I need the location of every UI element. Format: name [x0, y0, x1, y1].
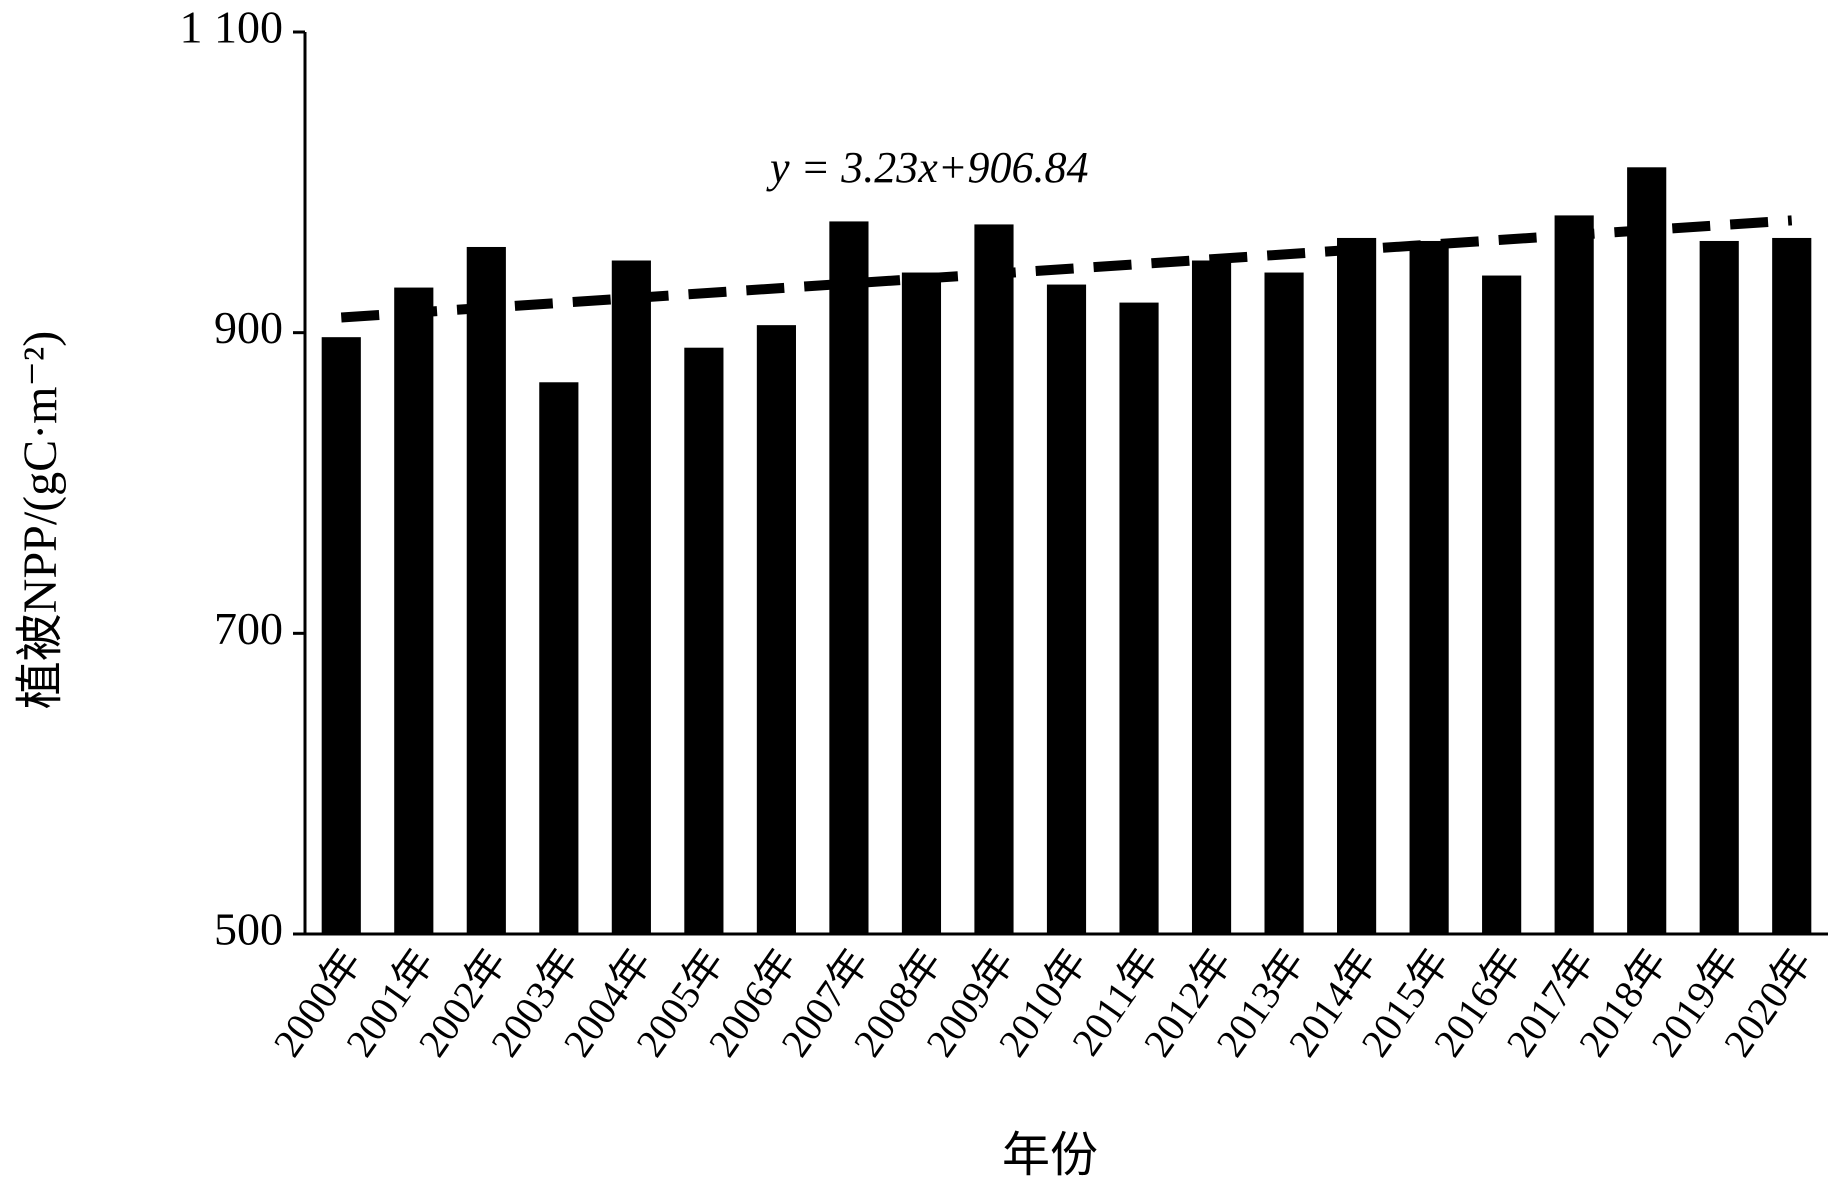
bar: [1264, 272, 1304, 934]
y-tick-label: 700: [214, 603, 283, 654]
bar: [901, 272, 942, 934]
y-tick-label: 500: [214, 904, 283, 955]
trend-line: [340, 215, 1793, 323]
y-tick-label: 900: [214, 302, 283, 353]
bar: [1699, 240, 1739, 935]
bar: [829, 221, 869, 935]
bar: [756, 325, 796, 934]
trend-equation: y = 3.23x+906.84: [766, 143, 1088, 192]
bar: [1772, 237, 1812, 934]
x-axis-title: 年份: [1002, 1129, 1098, 1182]
bar: [321, 337, 361, 935]
bar: [1191, 260, 1232, 934]
y-tick-label: 1 100: [180, 2, 284, 53]
y-axis-title: 植被NPP/(gC·m⁻²): [14, 331, 67, 709]
bar: [1409, 240, 1449, 935]
bar: [1046, 284, 1087, 934]
bar: [466, 246, 506, 934]
bar: [1337, 237, 1377, 934]
bar: [611, 260, 651, 934]
bar: [1119, 302, 1159, 935]
bar: [539, 382, 579, 934]
bar: [1627, 167, 1667, 935]
bar: [1554, 215, 1594, 934]
bar: [684, 347, 724, 934]
bar: [974, 224, 1014, 935]
bar: [394, 287, 434, 935]
bar: [1482, 275, 1522, 934]
